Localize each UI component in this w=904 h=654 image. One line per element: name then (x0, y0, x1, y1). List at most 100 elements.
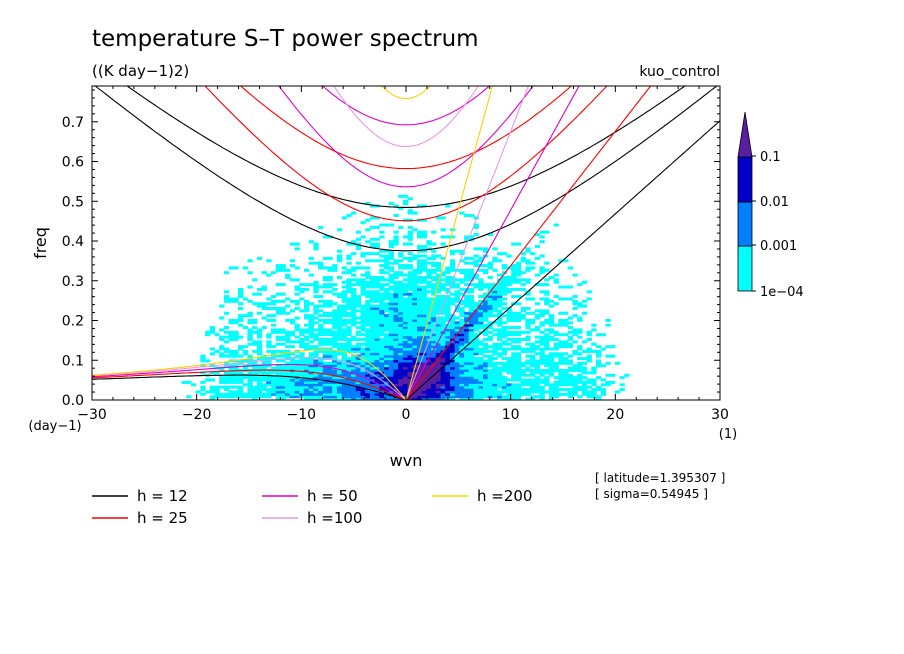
spectrum-cell (530, 380, 536, 384)
spectrum-cell (388, 275, 395, 279)
spectrum-cell (421, 347, 428, 351)
spectrum-cell (421, 323, 428, 327)
spectrum-cell (464, 295, 470, 299)
spectrum-cell (336, 333, 343, 337)
spectrum-cell (384, 223, 390, 227)
spectrum-cell (384, 266, 390, 270)
spectrum-cell (266, 392, 272, 396)
spectrum-cell (285, 345, 291, 349)
spectrum-cell (327, 349, 333, 353)
spectrum-cell (440, 323, 446, 327)
spectrum-cell (308, 330, 314, 334)
spectrum-cell (492, 333, 498, 337)
spectrum-cell (487, 371, 493, 375)
spectrum-cell (468, 318, 475, 322)
spectrum-cell (534, 309, 541, 313)
spectrum-cell (412, 318, 418, 322)
run-label: kuo_control (639, 64, 720, 80)
spectrum-cell (464, 385, 470, 389)
spectrum-cell (233, 318, 239, 322)
spectrum-cell (440, 318, 446, 322)
spectrum-cell (445, 366, 451, 370)
spectrum-cell (336, 361, 343, 365)
spectrum-cell (445, 357, 451, 361)
spectrum-cell (247, 311, 253, 315)
spectrum-cell (247, 299, 253, 303)
spectrum-cell (534, 385, 541, 389)
spectrum-cell (336, 369, 343, 372)
spectrum-cell (548, 371, 555, 375)
spectrum-cell (482, 309, 489, 313)
spectrum-cell (369, 380, 376, 384)
spectrum-cell (473, 247, 479, 251)
spectrum-cell (313, 388, 319, 392)
spectrum-cell (539, 385, 545, 389)
spectrum-cell (294, 287, 300, 291)
spectrum-cell (431, 292, 437, 296)
spectrum-cell (256, 390, 263, 394)
spectrum-cell (445, 359, 451, 363)
spectrum-cell (464, 364, 470, 368)
spectrum-cell (313, 376, 319, 380)
spectrum-cell (534, 378, 541, 382)
spectrum-cell (445, 347, 451, 351)
spectrum-cell (280, 373, 286, 377)
spectrum-cell (266, 380, 272, 384)
spectrum-cell (553, 333, 559, 337)
spectrum-cell (520, 373, 526, 377)
spectrum-cell (426, 392, 432, 396)
spectrum-cell (435, 366, 442, 370)
spectrum-cell (365, 352, 371, 356)
spectrum-cell (247, 337, 253, 341)
spectrum-cell (530, 354, 536, 358)
spectrum-cell (544, 380, 550, 384)
spectrum-cell (228, 371, 234, 375)
spectrum-cell (384, 278, 390, 282)
spectrum-cell (327, 388, 333, 392)
spectrum-cell (303, 268, 310, 272)
spectrum-cell (384, 354, 390, 358)
spectrum-cell (497, 352, 503, 356)
spectrum-cell (468, 371, 475, 375)
spectrum-cell (318, 314, 324, 318)
spectrum-cell (313, 242, 319, 246)
spectrum-cell (426, 333, 432, 337)
spectrum-cell (346, 304, 352, 308)
spectrum-cell (440, 316, 446, 320)
spectrum-cell (431, 385, 437, 389)
spectrum-cell (374, 335, 380, 339)
spectrum-cell (384, 316, 390, 320)
spectrum-cell (416, 292, 423, 296)
spectrum-cell (275, 354, 281, 358)
spectrum-cell (256, 345, 263, 349)
spectrum-cell (525, 278, 531, 282)
spectrum-cell (553, 342, 559, 346)
spectrum-cell (572, 390, 578, 394)
spectrum-cell (497, 371, 503, 375)
spectrum-cell (478, 373, 484, 377)
spectrum-cell (506, 388, 512, 392)
spectrum-cell (407, 252, 413, 256)
spectrum-cell (586, 290, 592, 294)
spectrum-cell (416, 266, 423, 270)
spectrum-cell (393, 373, 399, 377)
spectrum-cell (318, 390, 324, 394)
spectrum-cell (548, 328, 555, 332)
spectrum-cell (402, 349, 409, 353)
colorbar-label: 0.01 (760, 195, 789, 210)
spectrum-cell (398, 383, 404, 387)
spectrum-cell (515, 373, 522, 377)
spectrum-cell (355, 376, 362, 380)
spectrum-cell (360, 347, 366, 351)
spectrum-cell (511, 376, 517, 380)
spectrum-cell (619, 376, 625, 380)
spectrum-cell (431, 299, 437, 303)
spectrum-cell (346, 290, 352, 294)
spectrum-cell (435, 335, 442, 339)
spectrum-cell (497, 376, 503, 380)
spectrum-cell (412, 314, 418, 318)
spectrum-cell (369, 392, 376, 396)
spectrum-cell (515, 268, 522, 272)
spectrum-cell (459, 323, 465, 327)
spectrum-cell (379, 271, 385, 275)
